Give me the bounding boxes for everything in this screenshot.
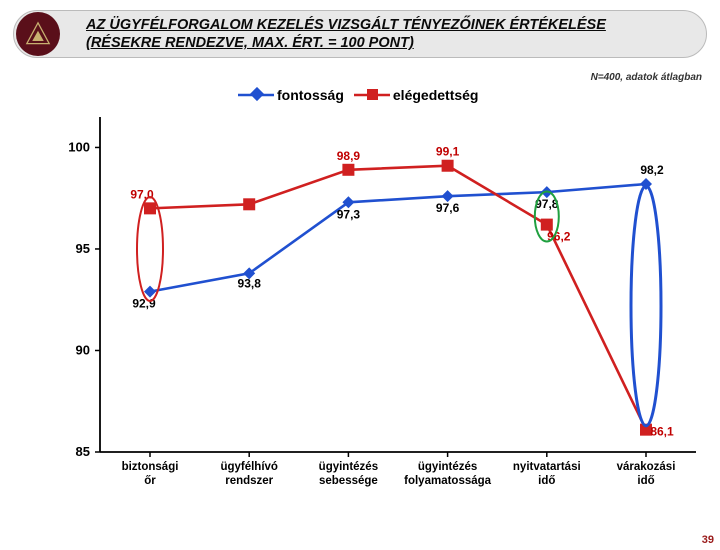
svg-text:folyamatossága: folyamatossága — [404, 475, 492, 487]
header-bar: AZ ÜGYFÉLFORGALOM KEZELÉS VIZSGÁLT TÉNYE… — [13, 10, 707, 58]
title-block: AZ ÜGYFÉLFORGALOM KEZELÉS VIZSGÁLT TÉNYE… — [86, 16, 606, 52]
svg-text:ügyintézés: ügyintézés — [319, 461, 378, 473]
logo-icon — [16, 12, 60, 56]
svg-text:ügyfélhívó: ügyfélhívó — [220, 461, 278, 473]
legend-item-elegedettseg: elégedettség — [354, 87, 479, 103]
legend-label-2: elégedettség — [393, 87, 479, 103]
svg-text:97,0: 97,0 — [130, 187, 154, 201]
svg-text:93,8: 93,8 — [238, 276, 262, 290]
title-line-2: (RÉSEKRE RENDEZVE, MAX. ÉRT. = 100 PONT) — [86, 34, 606, 52]
svg-text:97,6: 97,6 — [436, 201, 460, 215]
svg-text:98,9: 98,9 — [337, 149, 361, 163]
line-chart: 85 90 95 100 biztonsági őr ügyfélhívó rendszer ü… — [56, 117, 704, 497]
legend-item-fontossag: fontosság — [238, 87, 344, 103]
svg-text:97,3: 97,3 — [337, 207, 361, 221]
svg-text:sebessége: sebessége — [319, 475, 378, 487]
svg-text:95: 95 — [76, 241, 90, 256]
title-line-1: AZ ÜGYFÉLFORGALOM KEZELÉS VIZSGÁLT TÉNYE… — [86, 16, 606, 34]
chart-legend: fontosság elégedettség — [238, 87, 478, 103]
svg-text:idő: idő — [538, 475, 555, 487]
svg-text:nyitvatartási: nyitvatartási — [513, 461, 581, 473]
svg-text:99,1: 99,1 — [436, 145, 460, 159]
svg-text:96,2: 96,2 — [547, 230, 571, 244]
svg-text:92,9: 92,9 — [132, 297, 156, 311]
svg-text:biztonsági: biztonsági — [122, 461, 179, 473]
sample-note: N=400, adatok átlagban — [591, 72, 702, 83]
svg-text:várakozási: várakozási — [617, 461, 676, 473]
svg-text:86,1: 86,1 — [650, 425, 674, 439]
svg-text:90: 90 — [76, 342, 90, 357]
page-number: 39 — [702, 534, 714, 546]
legend-label-1: fontosság — [277, 87, 344, 103]
svg-text:őr: őr — [144, 475, 156, 487]
svg-text:85: 85 — [76, 444, 90, 459]
svg-text:idő: idő — [637, 475, 654, 487]
svg-text:98,2: 98,2 — [640, 163, 664, 177]
svg-text:100: 100 — [68, 139, 90, 154]
svg-text:ügyintézés: ügyintézés — [418, 461, 477, 473]
svg-text:rendszer: rendszer — [225, 475, 273, 487]
